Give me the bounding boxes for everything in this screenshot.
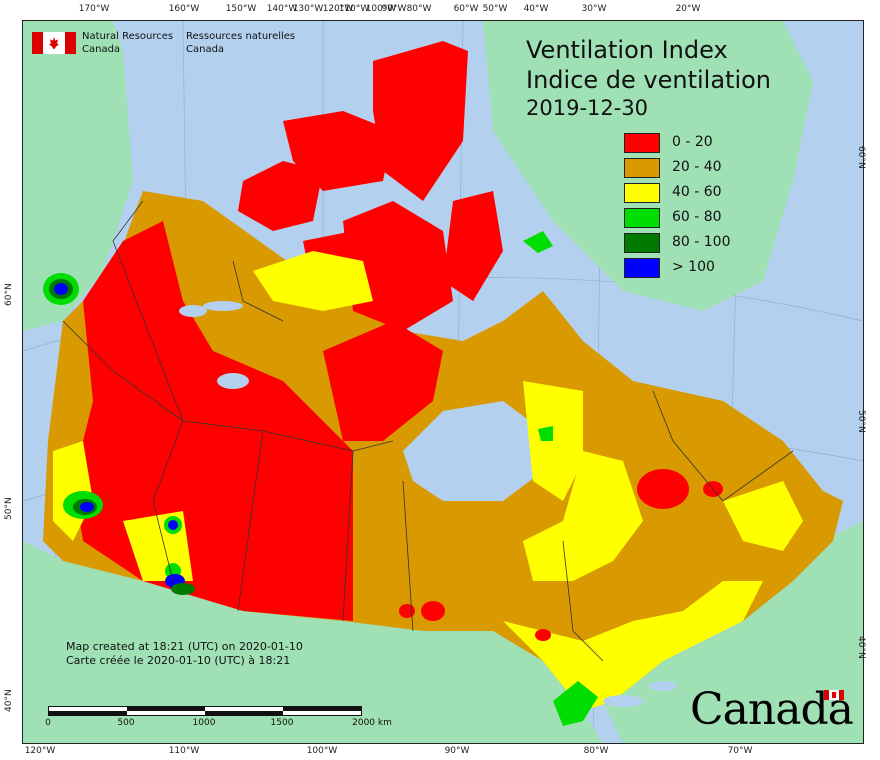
hudson-bay	[403, 401, 543, 501]
agency-en-line1: Natural Resources	[82, 31, 174, 42]
region-60-80	[553, 681, 598, 726]
map-date: 2019-12-30	[526, 96, 649, 120]
tick-bottom-120w: 120°W	[24, 746, 56, 756]
scale-label: 1500	[270, 718, 294, 728]
tick-bottom-70w: 70°W	[727, 746, 753, 756]
legend-label: 0 - 20	[672, 134, 713, 150]
scale-label: 500	[117, 718, 135, 728]
wordmark-flag-icon	[824, 690, 844, 700]
provincial-boundaries	[62, 200, 794, 662]
tick-80w: 80°W	[406, 4, 432, 14]
map-title-fr: Indice de ventilation	[526, 66, 772, 94]
scale-label: 2000 km	[352, 718, 392, 728]
tick-120w: 120°W	[322, 4, 354, 14]
scale-bar	[48, 706, 362, 716]
region-0-20-central	[323, 321, 443, 441]
map-svg	[23, 21, 863, 743]
lakes	[179, 301, 677, 707]
agency-fr-line2: Canada	[186, 44, 225, 55]
tick-170w: 170°W	[78, 4, 110, 14]
tick-30w: 30°W	[581, 4, 607, 14]
tick-90w: 90°W	[381, 4, 407, 14]
map-title-en: Ventilation Index	[526, 36, 728, 64]
scale-label: 1000	[192, 718, 216, 728]
tick-50w: 50°W	[482, 4, 508, 14]
agency-name-fr: Ressources naturelles Canada	[186, 30, 295, 56]
hotspot-bc-coast	[63, 491, 103, 519]
agency-name-en: Natural Resources Canada	[82, 30, 173, 56]
legend-swatch	[624, 183, 660, 203]
scale-label: 0	[45, 718, 51, 728]
tick-bottom-110w: 110°W	[168, 746, 200, 756]
tick-100w: 100°W	[365, 4, 397, 14]
hotspot-bc-interior	[164, 516, 195, 595]
tick-bottom-100w: 100°W	[306, 746, 338, 756]
legend-swatch	[624, 208, 660, 228]
canada-flag-logo	[32, 32, 76, 54]
tick-bottom-80w: 80°W	[583, 746, 609, 756]
tick-20w: 20°W	[675, 4, 701, 14]
tick-150w: 150°W	[225, 4, 257, 14]
tick-right-50n: 50°N	[856, 410, 866, 433]
tick-110w: 110°W	[338, 4, 370, 14]
legend-swatch	[624, 133, 660, 153]
tick-40w: 40°W	[523, 4, 549, 14]
legend-label: 80 - 100	[672, 234, 731, 250]
created-note-fr: Carte créée le 2020-01-10 (UTC) à 18:21	[66, 654, 291, 667]
legend-swatch	[624, 258, 660, 278]
tick-left-60n: 60°N	[4, 283, 14, 306]
created-note-en: Map created at 18:21 (UTC) on 2020-01-10	[66, 640, 303, 653]
tick-160w: 160°W	[168, 4, 200, 14]
tick-bottom-90w: 90°W	[444, 746, 470, 756]
legend-swatch	[624, 158, 660, 178]
map-canvas	[22, 20, 864, 744]
tick-130w: 130°W	[292, 4, 324, 14]
agency-en-line2: Canada	[82, 44, 121, 55]
region-60-80-quebec	[538, 426, 553, 441]
region-0-20-spots	[315, 427, 723, 641]
tick-60w: 60°W	[453, 4, 479, 14]
legend-swatch	[624, 233, 660, 253]
legend-label: 60 - 80	[672, 209, 722, 225]
legend-label: 20 - 40	[672, 159, 722, 175]
tick-right-40n: 40°N	[856, 636, 866, 659]
tick-left-40n: 40°N	[4, 689, 14, 712]
tick-140w: 140°W	[266, 4, 298, 14]
region-60-80-labrador	[523, 231, 553, 253]
tick-right-60n: 60°N	[856, 146, 866, 169]
hotspot-northwest	[43, 273, 79, 305]
legend-label: > 100	[672, 259, 715, 275]
tick-left-50n: 50°N	[4, 497, 14, 520]
agency-fr-line1: Ressources naturelles	[186, 31, 296, 42]
legend-label: 40 - 60	[672, 184, 722, 200]
